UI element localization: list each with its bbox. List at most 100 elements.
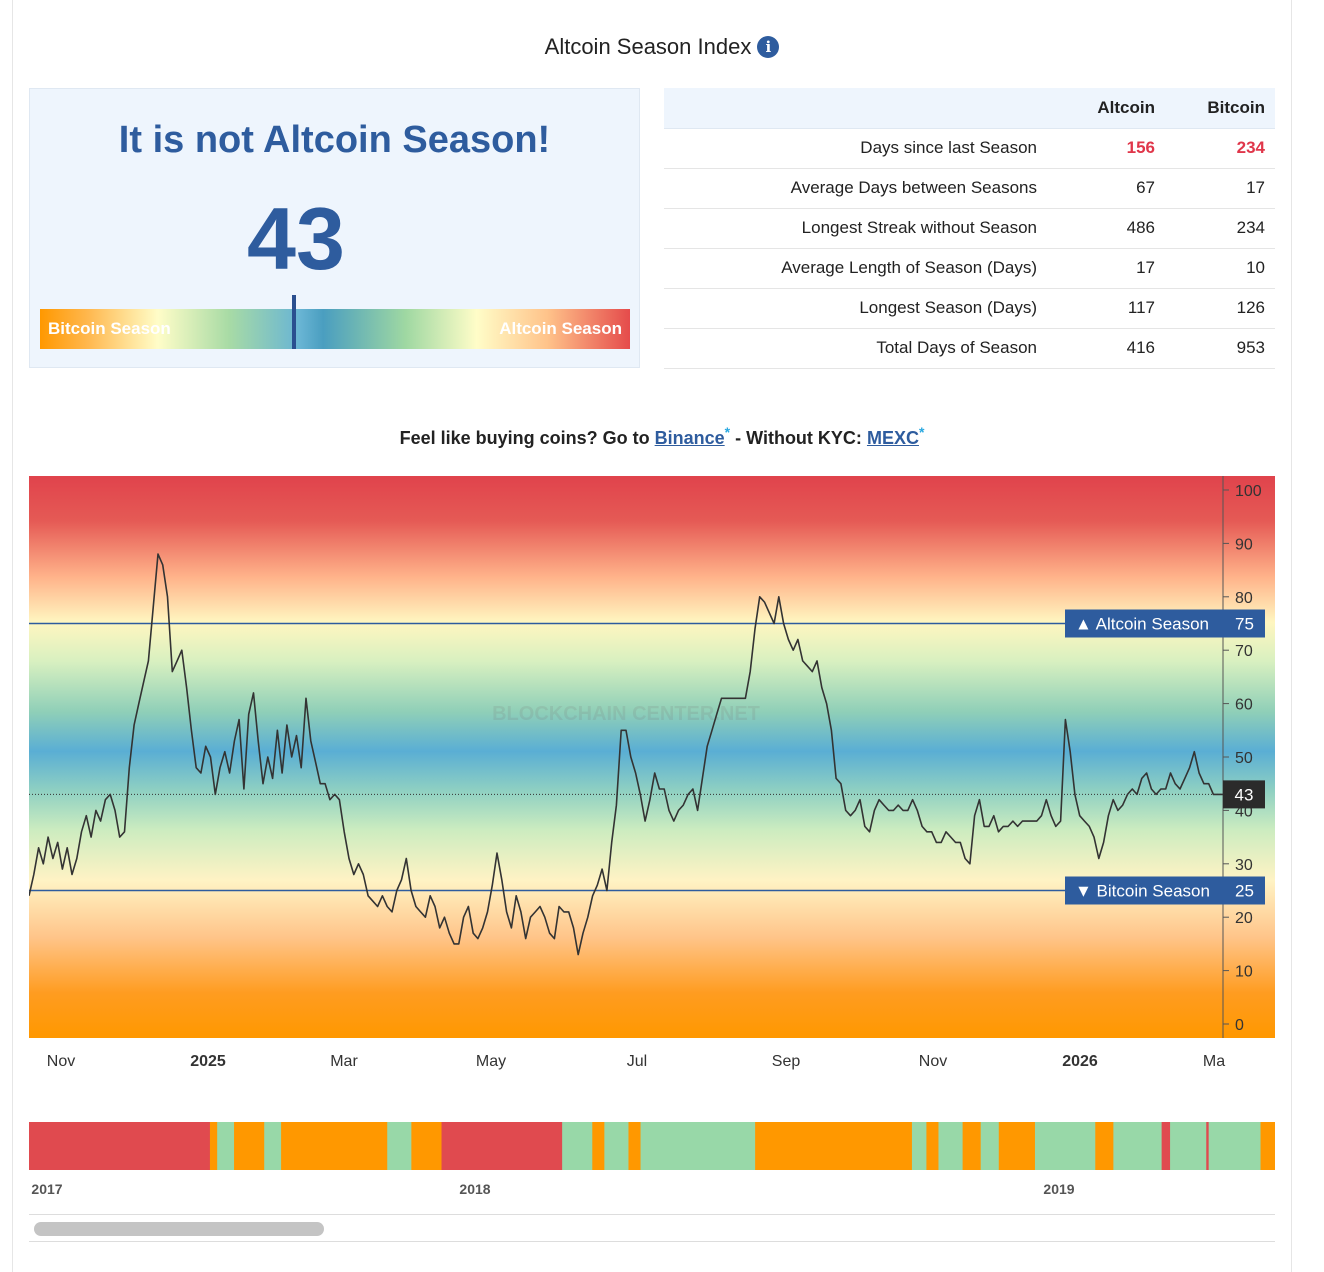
promo-line: Feel like buying coins? Go to Binance* -… [0, 424, 1324, 449]
season-segment [911, 1122, 927, 1170]
season-segment [209, 1122, 218, 1170]
stats-row: Longest Season (Days) 117 126 [664, 288, 1275, 329]
page-frame [12, 0, 1292, 1272]
navigator-year-label: 2018 [459, 1181, 490, 1197]
season-segment [1208, 1122, 1262, 1170]
season-segment [938, 1122, 964, 1170]
altcoin-index-line-chart[interactable]: BLOCKCHAIN CENTER.NET0102030405060708090… [29, 476, 1275, 1076]
y-tick-label: 70 [1235, 643, 1253, 660]
season-stats-table: Altcoin Bitcoin Days since last Season 1… [664, 88, 1275, 369]
mexc-link[interactable]: MEXC [866, 428, 919, 448]
stats-row-bitcoin: 234 [1165, 128, 1275, 169]
gauge-marker [291, 295, 296, 349]
season-segment [1170, 1122, 1207, 1170]
y-tick-label: 90 [1235, 536, 1253, 553]
season-segment [604, 1122, 629, 1170]
stats-row-bitcoin: 953 [1165, 328, 1275, 369]
season-segment [1161, 1122, 1171, 1170]
navigator-scrollbar-thumb[interactable] [34, 1222, 324, 1236]
x-tick-label: Nov [919, 1053, 947, 1070]
season-segment [1113, 1122, 1163, 1170]
x-tick-label: May [476, 1053, 506, 1070]
y-tick-label: 30 [1235, 857, 1253, 874]
binance-link[interactable]: Binance [654, 428, 725, 448]
threshold-label: ▼ Bitcoin Season [1075, 882, 1210, 901]
stats-row-label: Longest Streak without Season [664, 208, 1055, 249]
x-tick-label: Mar [330, 1053, 358, 1070]
stats-row-label: Average Length of Season (Days) [664, 248, 1055, 289]
info-icon[interactable]: i [757, 36, 780, 58]
x-tick-label: 2026 [1062, 1053, 1098, 1070]
y-tick-label: 60 [1235, 697, 1253, 714]
season-gauge-bar: Bitcoin Season Altcoin Season [40, 309, 630, 349]
season-status-heading: It is not Altcoin Season! [118, 119, 551, 161]
binance-asterisk: * [724, 424, 731, 440]
gauge-label-altcoin: Altcoin Season [499, 319, 622, 338]
stats-row-bitcoin: 126 [1165, 288, 1275, 329]
x-tick-label: Ma [1203, 1053, 1225, 1070]
season-segment [640, 1122, 756, 1170]
threshold-badge [1065, 876, 1265, 905]
stats-row: Total Days of Season 416 953 [664, 328, 1275, 369]
y-tick-label: 0 [1235, 1017, 1244, 1034]
navigator-year-label: 2019 [1043, 1181, 1074, 1197]
y-tick-label: 100 [1235, 483, 1262, 500]
stats-row-label: Total Days of Season [664, 328, 1055, 369]
stats-row-bitcoin: 234 [1165, 208, 1275, 249]
season-segment [217, 1122, 235, 1170]
season-segment [1206, 1122, 1210, 1170]
stats-row-altcoin: 67 [1055, 168, 1165, 209]
season-segment [234, 1122, 265, 1170]
stats-header-bitcoin: Bitcoin [1165, 88, 1275, 129]
season-segment [29, 1122, 211, 1170]
y-tick-label: 20 [1235, 910, 1253, 927]
stats-row-bitcoin: 10 [1165, 248, 1275, 289]
season-segment [441, 1122, 563, 1170]
season-segment [926, 1122, 939, 1170]
season-segment [264, 1122, 282, 1170]
page-title: Altcoin Season Index i [0, 34, 1324, 60]
y-tick-label: 80 [1235, 590, 1253, 607]
stats-row-label: Average Days between Seasons [664, 168, 1055, 209]
mexc-asterisk: * [918, 424, 925, 440]
page-title-text: Altcoin Season Index [544, 34, 752, 59]
x-tick-label: Sep [772, 1053, 801, 1070]
stats-row-altcoin: 416 [1055, 328, 1165, 369]
season-history-navigator[interactable]: 2017 2018 2019 [29, 1122, 1275, 1202]
season-segment [302, 1122, 388, 1170]
season-segment [755, 1122, 913, 1170]
promo-prefix: Feel like buying coins? Go to [399, 428, 650, 448]
season-segment [411, 1122, 443, 1170]
stats-row-bitcoin: 17 [1165, 168, 1275, 209]
stats-header-altcoin: Altcoin [1055, 88, 1165, 129]
chart-background [29, 476, 1275, 1038]
stats-row-altcoin: 486 [1055, 208, 1165, 249]
index-value: 43 [247, 189, 345, 288]
current-value-label: 43 [1235, 785, 1254, 804]
chart-watermark: BLOCKCHAIN CENTER.NET [492, 703, 760, 725]
season-segment [1095, 1122, 1114, 1170]
stats-row-altcoin: 156 [1055, 128, 1165, 169]
stats-header-row: Altcoin Bitcoin [664, 88, 1275, 129]
current-value-badge [1223, 780, 1265, 809]
season-segment [387, 1122, 412, 1170]
season-segment [962, 1122, 982, 1170]
stats-row-label: Days since last Season [664, 128, 1055, 169]
navigator-scrollbar[interactable] [29, 1214, 1275, 1242]
stats-row-altcoin: 17 [1055, 248, 1165, 289]
season-segment [628, 1122, 642, 1170]
y-tick-label: 10 [1235, 964, 1253, 981]
threshold-value: 75 [1235, 615, 1254, 634]
stats-row-altcoin: 117 [1055, 288, 1165, 329]
season-segment [562, 1122, 593, 1170]
stats-row-label: Longest Season (Days) [664, 288, 1055, 329]
gauge-label-bitcoin: Bitcoin Season [48, 319, 171, 338]
promo-separator: - Without KYC: [735, 428, 862, 448]
x-tick-label: 2025 [190, 1053, 226, 1070]
stats-row: Average Days between Seasons 67 17 [664, 168, 1275, 209]
stats-row: Average Length of Season (Days) 17 10 [664, 248, 1275, 289]
season-status-panel: It is not Altcoin Season! 43 Bitcoin Sea… [29, 88, 640, 368]
stats-row: Days since last Season 156 234 [664, 128, 1275, 169]
season-segment [1260, 1122, 1275, 1170]
threshold-value: 25 [1235, 882, 1254, 901]
